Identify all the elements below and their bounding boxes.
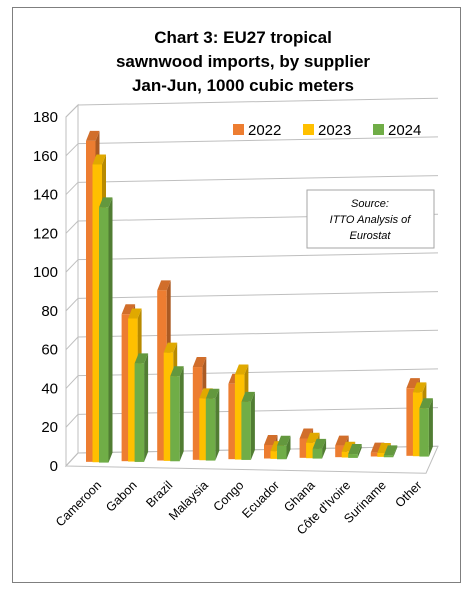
legend: 2022 2023 2024: [233, 122, 421, 139]
gridline: [77, 175, 439, 183]
gridline: [77, 252, 439, 261]
bar-2024-3: [205, 388, 220, 461]
y-tick-label: 40: [41, 380, 58, 397]
chart-title-line-3: Jan-Jun, 1000 cubic meters: [132, 76, 354, 95]
legend-label-2024: 2024: [388, 122, 421, 139]
gridline-side: [65, 259, 79, 273]
bar-2024-9: [419, 398, 433, 457]
y-tick-label: 20: [41, 419, 58, 436]
gridline: [77, 136, 439, 145]
bar-2024-1: [134, 353, 149, 462]
source-line-1: Source:: [351, 198, 389, 210]
gridline-side: [65, 375, 79, 389]
legend-swatch-2023: [303, 124, 314, 135]
y-tick-label: 120: [33, 225, 58, 242]
y-tick-label: 0: [50, 458, 58, 475]
bar-2024-5: [277, 435, 291, 460]
y-tick-label: 80: [41, 303, 58, 320]
y-tick-label: 100: [33, 264, 58, 281]
legend-swatch-2024: [373, 124, 384, 135]
y-tick-label: 140: [33, 187, 58, 204]
chart-title-line-2: sawnwood imports, by supplier: [116, 52, 370, 71]
bar-2024-4: [241, 391, 255, 460]
legend-label-2022: 2022: [248, 122, 281, 139]
legend-swatch-2022: [233, 124, 244, 135]
gridline-side: [65, 413, 79, 428]
source-line-2: ITTO Analysis of: [330, 214, 412, 226]
y-tick-label: 60: [41, 342, 58, 359]
gridline-side: [65, 143, 79, 157]
gridline-side: [65, 181, 79, 195]
gridline-side: [65, 104, 79, 118]
bar-2024-8: [383, 445, 398, 458]
gridline-side: [65, 452, 79, 467]
y-tick-label: 180: [33, 109, 58, 126]
side-wall: [65, 103, 79, 468]
source-line-3: Eurostat: [350, 230, 392, 242]
bar-2024-0: [99, 197, 113, 463]
gridline-side: [65, 336, 79, 351]
bar-2024-7: [348, 444, 362, 458]
bar-2024-2: [170, 366, 184, 462]
source-note: Source: ITTO Analysis of Eurostat: [306, 189, 435, 249]
source-box: [306, 189, 435, 249]
gridline-side: [65, 297, 79, 312]
chart-title-line-1: Chart 3: EU27 tropical: [154, 28, 332, 47]
gridline-side: [65, 220, 79, 234]
bar-2024-6: [312, 438, 327, 459]
bars: [86, 130, 433, 463]
gridline: [77, 97, 439, 106]
legend-label-2023: 2023: [318, 122, 351, 139]
gridline: [77, 291, 439, 299]
y-axis-ticks: 0 20 40 60 80 100 120 140 160 180: [33, 109, 58, 475]
y-tick-label: 160: [33, 148, 58, 165]
